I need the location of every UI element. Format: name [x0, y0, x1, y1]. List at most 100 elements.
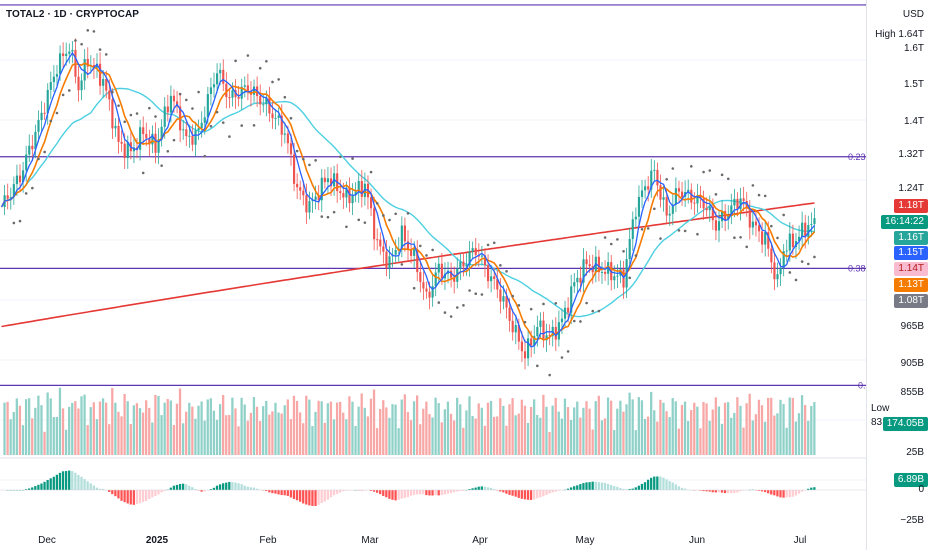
oscillator-bar: [486, 487, 490, 490]
oscillator-bar: [807, 488, 810, 490]
candle-body: [194, 130, 197, 145]
ma200-line: [1, 202, 815, 328]
oscillator-bar: [760, 490, 764, 492]
volume-bar: [754, 414, 757, 455]
volume-bar: [181, 423, 185, 455]
volume-bar: [600, 420, 604, 455]
volume-bar: [58, 387, 62, 455]
oscillator-bar: [280, 490, 283, 496]
candle-body: [545, 335, 548, 341]
candle-body: [373, 208, 376, 240]
candle-body: [474, 248, 477, 255]
oscillator-bar: [74, 472, 77, 490]
candle-body: [225, 83, 228, 98]
candle-body: [169, 95, 172, 113]
price-tick: 965B: [900, 321, 924, 332]
candle-body: [471, 248, 474, 252]
candle-body: [382, 246, 385, 252]
price-axis[interactable]: USD High 1.64T 1.6T 1.5T 1.4T 1.32T 1.24T 965B 9…: [866, 0, 932, 550]
volume-bar: [668, 417, 671, 455]
volume-bar: [391, 404, 394, 455]
volume-bar: [489, 400, 493, 455]
volume-bar: [369, 398, 373, 455]
volume-bar: [520, 399, 523, 455]
high-label: High 1.64T: [875, 29, 924, 40]
candle-body: [326, 178, 330, 183]
volume-bar: [24, 399, 28, 455]
volume-bar: [714, 397, 717, 455]
candle-body: [206, 94, 209, 118]
volume-bar: [21, 425, 25, 455]
candle-body: [508, 307, 511, 321]
candle-body: [567, 307, 570, 313]
candle-body: [360, 180, 363, 197]
candle-body: [280, 115, 283, 135]
oscillator-bar: [757, 490, 761, 491]
psar-dot: [455, 306, 459, 309]
candle-body: [268, 97, 271, 114]
oscillator-bar: [412, 490, 416, 495]
psar-dot: [640, 227, 644, 231]
volume-bar: [372, 389, 376, 455]
candle-body: [434, 272, 437, 287]
volume-bar: [83, 394, 86, 455]
psar-dot: [486, 243, 490, 247]
oscillator-bar: [542, 490, 545, 497]
candle-body: [289, 143, 293, 155]
volume-bar: [810, 405, 813, 455]
oscillator-bar: [723, 490, 727, 494]
oscillator-bar: [508, 490, 511, 495]
oscillator-bar: [231, 482, 234, 490]
price-tick: 1.5T: [903, 79, 924, 90]
oscillator-bar: [185, 484, 188, 490]
oscillator-bar: [163, 490, 166, 492]
psar-dot: [523, 320, 527, 324]
candle-body: [271, 113, 274, 119]
volume-bar: [49, 398, 52, 455]
oscillator-bar: [314, 490, 317, 506]
psar-dot: [258, 66, 262, 70]
volume-bar: [431, 417, 434, 455]
oscillator-bar: [145, 490, 148, 501]
volume-bar: [185, 411, 188, 455]
volume-bar: [397, 428, 400, 455]
psar-dot: [751, 184, 755, 187]
candle-body: [440, 263, 443, 279]
oscillator-bar: [419, 490, 422, 495]
psar-dot: [597, 309, 601, 313]
volume-bar: [403, 394, 406, 455]
candle-body: [613, 276, 616, 281]
volume-bar: [597, 395, 600, 455]
psar-dot: [37, 157, 40, 161]
volume-bar: [807, 420, 810, 455]
psar-dot: [757, 193, 761, 197]
oscillator-bar: [603, 482, 607, 490]
oscillator-bar: [178, 483, 182, 490]
candle-body: [68, 51, 71, 54]
oscillator-bar: [449, 490, 453, 494]
candle-body: [246, 85, 249, 92]
volume-bar: [141, 412, 145, 455]
oscillator-bar: [650, 477, 653, 490]
candle-body: [228, 97, 231, 99]
psar-dot: [160, 164, 163, 167]
volume-bar: [791, 397, 794, 455]
candle-body: [65, 53, 68, 57]
psar-dot: [763, 194, 767, 198]
candle-body: [34, 131, 37, 150]
candle-body: [733, 198, 736, 206]
candle-body: [757, 225, 761, 232]
volume-bar: [280, 413, 283, 455]
psar-dot: [437, 301, 441, 304]
candle-body: [262, 104, 265, 106]
volume-bar: [517, 413, 520, 455]
volume-bar: [459, 404, 462, 455]
oscillator-bar: [283, 490, 286, 496]
oscillator-bar: [520, 490, 523, 499]
oscillator-bar: [643, 482, 647, 490]
psar-dot: [689, 165, 693, 168]
volume-bar: [138, 408, 142, 455]
oscillator-bar: [218, 484, 222, 490]
